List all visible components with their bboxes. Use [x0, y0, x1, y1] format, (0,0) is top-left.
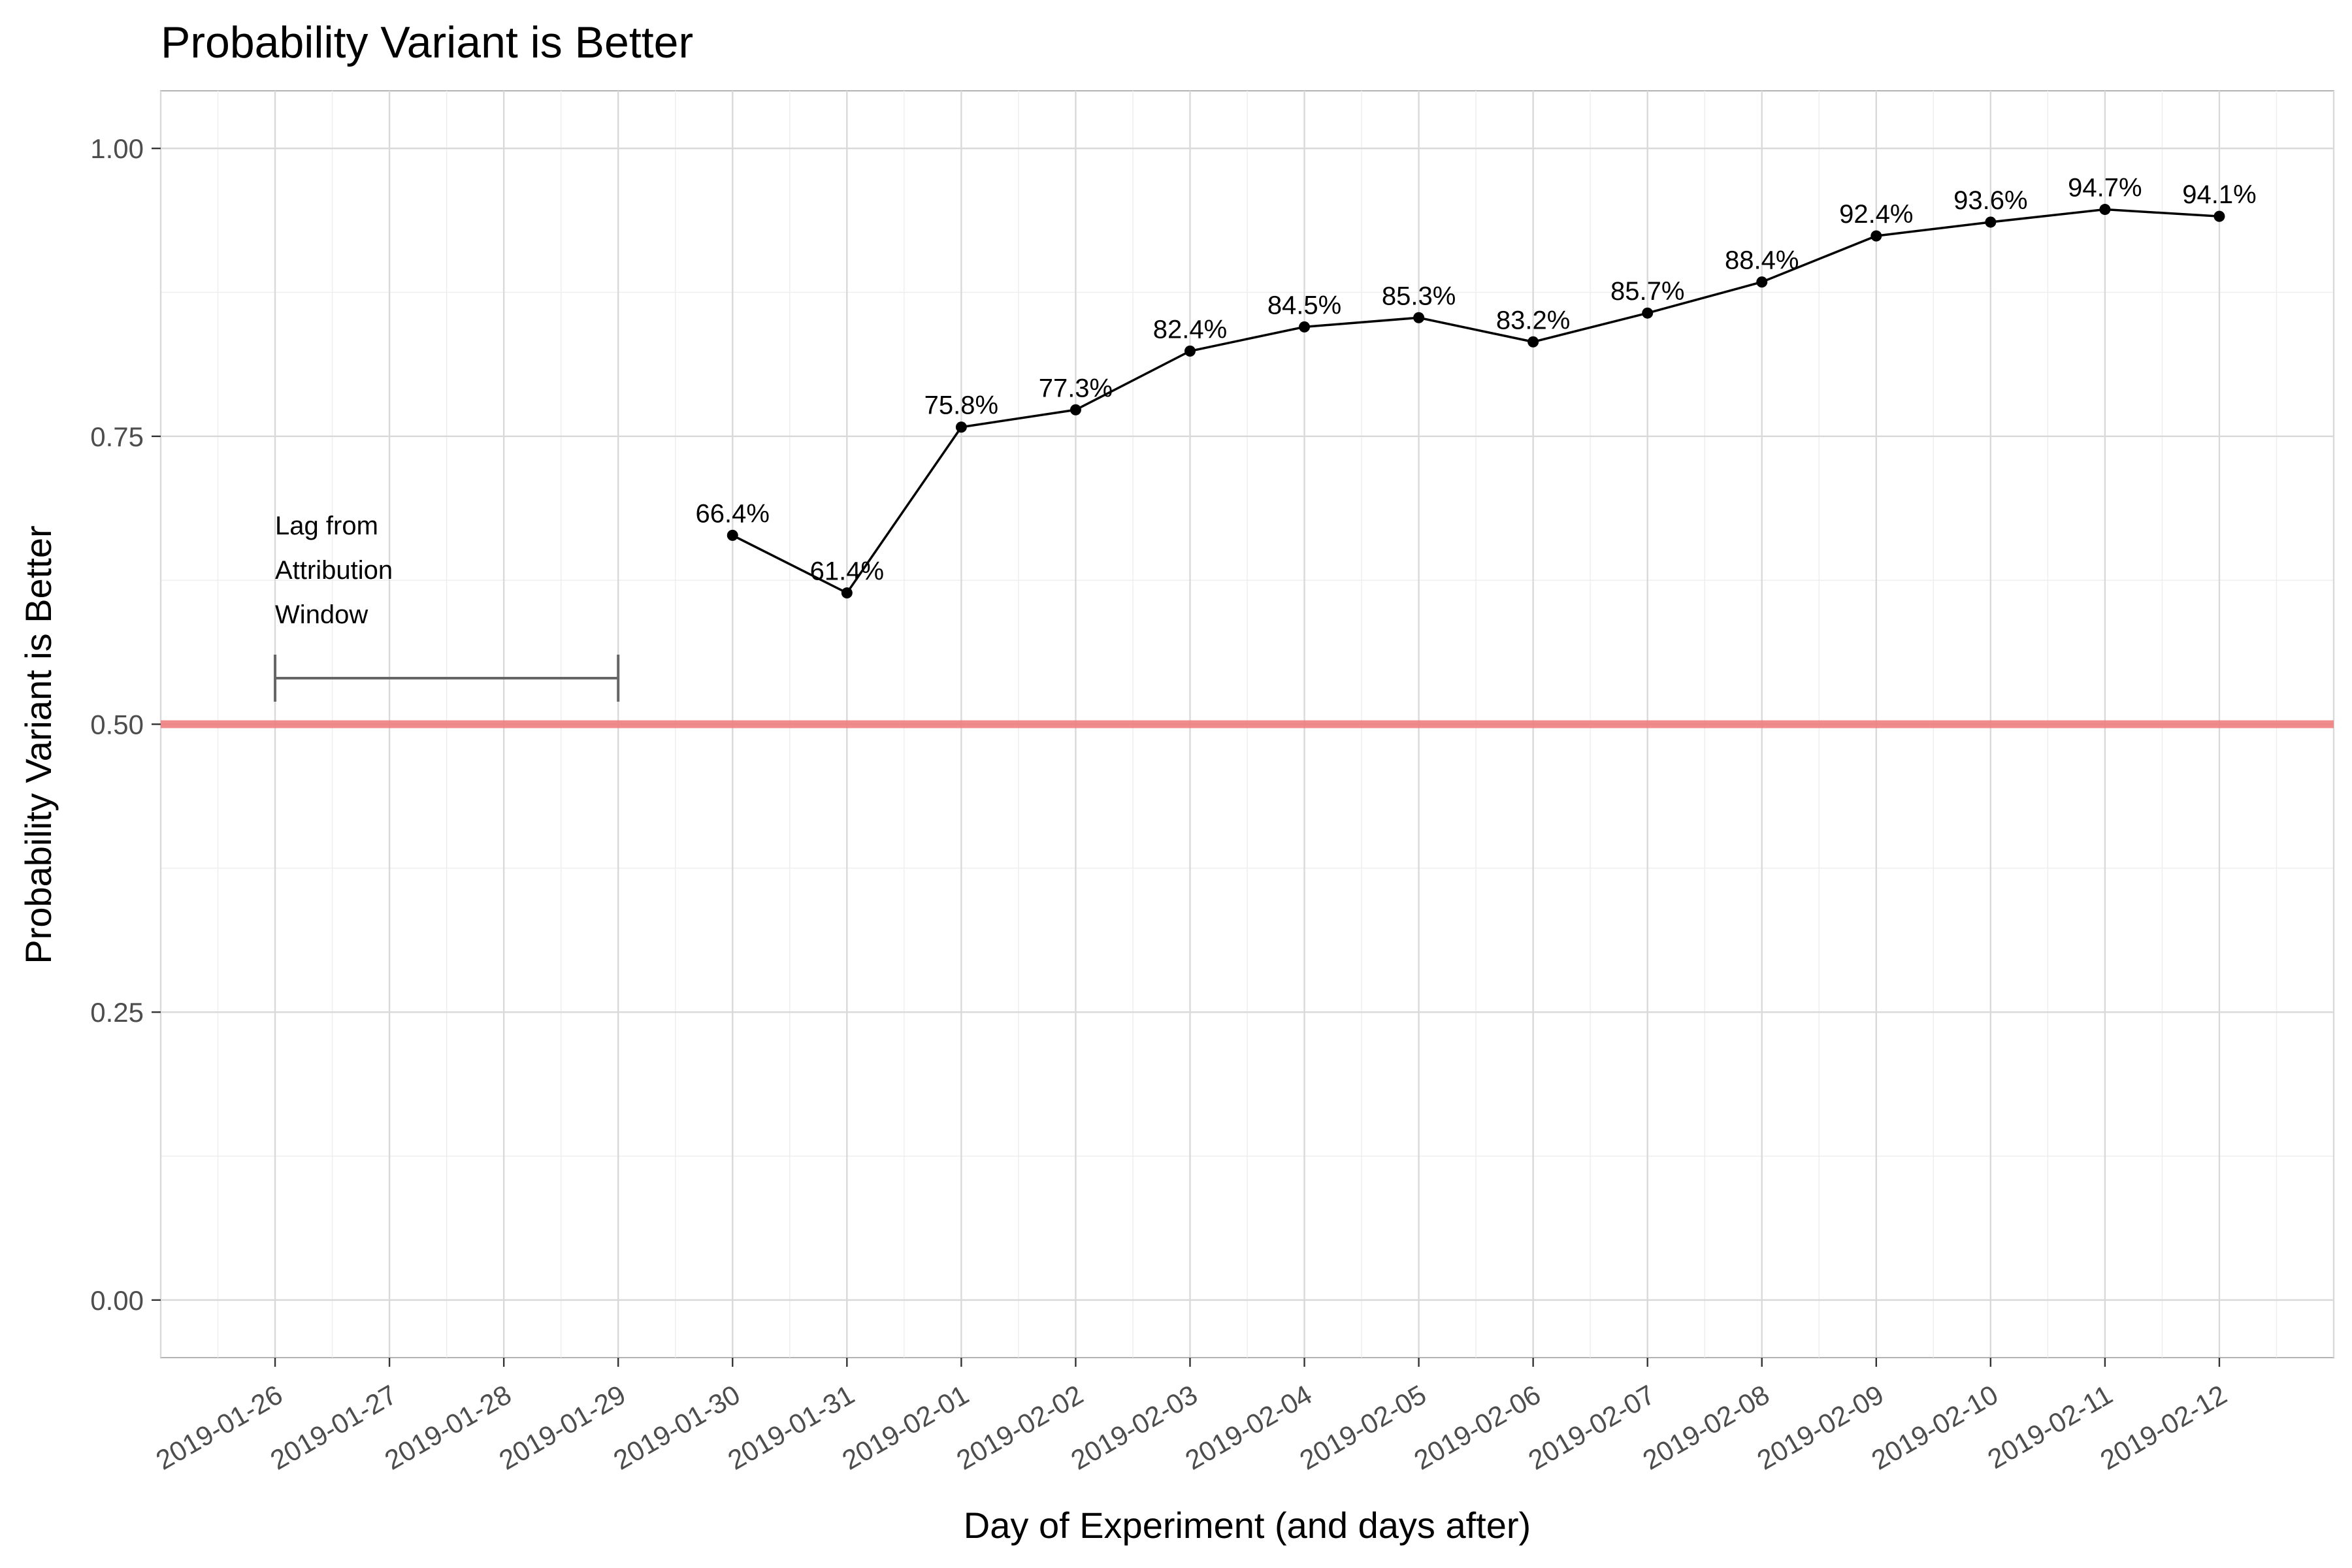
data-point — [1642, 307, 1654, 319]
series-line — [732, 208, 2220, 595]
data-point — [1527, 336, 1539, 348]
data-label: 77.3% — [1039, 374, 1113, 402]
chart-title: Probability Variant is Better — [161, 18, 693, 67]
x-tick-label: 2019-02-04 — [1180, 1379, 1317, 1476]
data-label: 88.4% — [1725, 246, 1799, 275]
y-tick-label: 0.00 — [90, 1285, 144, 1316]
data-point — [1985, 216, 1997, 228]
x-tick-label: 2019-02-12 — [2095, 1379, 2232, 1476]
data-point — [2099, 204, 2111, 216]
x-tick-label: 2019-02-03 — [1066, 1379, 1203, 1476]
x-tick-label: 2019-02-07 — [1523, 1379, 1660, 1476]
x-tick-label: 2019-01-31 — [723, 1379, 860, 1476]
y-tick-label: 0.25 — [90, 997, 144, 1028]
data-label: 82.4% — [1153, 315, 1227, 344]
data-label: 94.7% — [2068, 174, 2142, 203]
x-tick-label: 2019-02-05 — [1294, 1379, 1431, 1476]
x-tick-label: 2019-02-02 — [951, 1379, 1088, 1476]
data-point — [841, 587, 853, 599]
data-point — [1756, 276, 1768, 288]
data-label: 66.4% — [696, 499, 770, 528]
data-label: 85.3% — [1382, 282, 1456, 310]
data-point — [955, 421, 967, 433]
data-label: 94.1% — [2182, 180, 2256, 209]
data-label: 61.4% — [810, 557, 884, 586]
data-label: 84.5% — [1267, 291, 1341, 319]
x-tick-label: 2019-01-27 — [265, 1379, 402, 1476]
x-tick-label: 2019-02-10 — [1866, 1379, 2003, 1476]
data-point — [1184, 345, 1196, 357]
y-tick-label: 0.75 — [90, 421, 144, 452]
data-point — [1070, 404, 1081, 416]
annotation-text-line: Window — [275, 600, 368, 629]
data-label: 92.4% — [1839, 200, 1913, 229]
data-point — [1870, 230, 1882, 242]
data-label: 83.2% — [1496, 306, 1570, 335]
y-axis-title: Probability Variant is Better — [18, 525, 59, 964]
y-tick-label: 1.00 — [90, 133, 144, 164]
data-point — [1299, 321, 1311, 333]
x-tick-label: 2019-02-09 — [1752, 1379, 1889, 1476]
y-tick-label: 0.50 — [90, 710, 144, 740]
annotation-text-line: Lag from — [275, 512, 378, 540]
x-tick-label: 2019-02-11 — [1982, 1379, 2117, 1475]
annotation-text-line: Attribution — [275, 556, 393, 585]
x-tick-label: 2019-02-01 — [837, 1379, 974, 1476]
data-point — [2213, 210, 2225, 222]
x-tick-label: 2019-01-30 — [608, 1379, 745, 1476]
x-tick-label: 2019-01-29 — [494, 1379, 631, 1476]
x-tick-label: 2019-02-06 — [1409, 1379, 1546, 1476]
data-point — [1413, 312, 1425, 323]
data-point — [727, 529, 738, 541]
x-tick-label: 2019-01-28 — [380, 1379, 517, 1476]
x-tick-label: 2019-01-26 — [151, 1379, 288, 1476]
data-label: 93.6% — [1953, 186, 2027, 215]
x-axis-title: Day of Experiment (and days after) — [964, 1505, 1531, 1546]
data-label: 85.7% — [1610, 277, 1684, 306]
data-label: 75.8% — [924, 391, 998, 420]
x-tick-label: 2019-02-08 — [1637, 1379, 1774, 1476]
